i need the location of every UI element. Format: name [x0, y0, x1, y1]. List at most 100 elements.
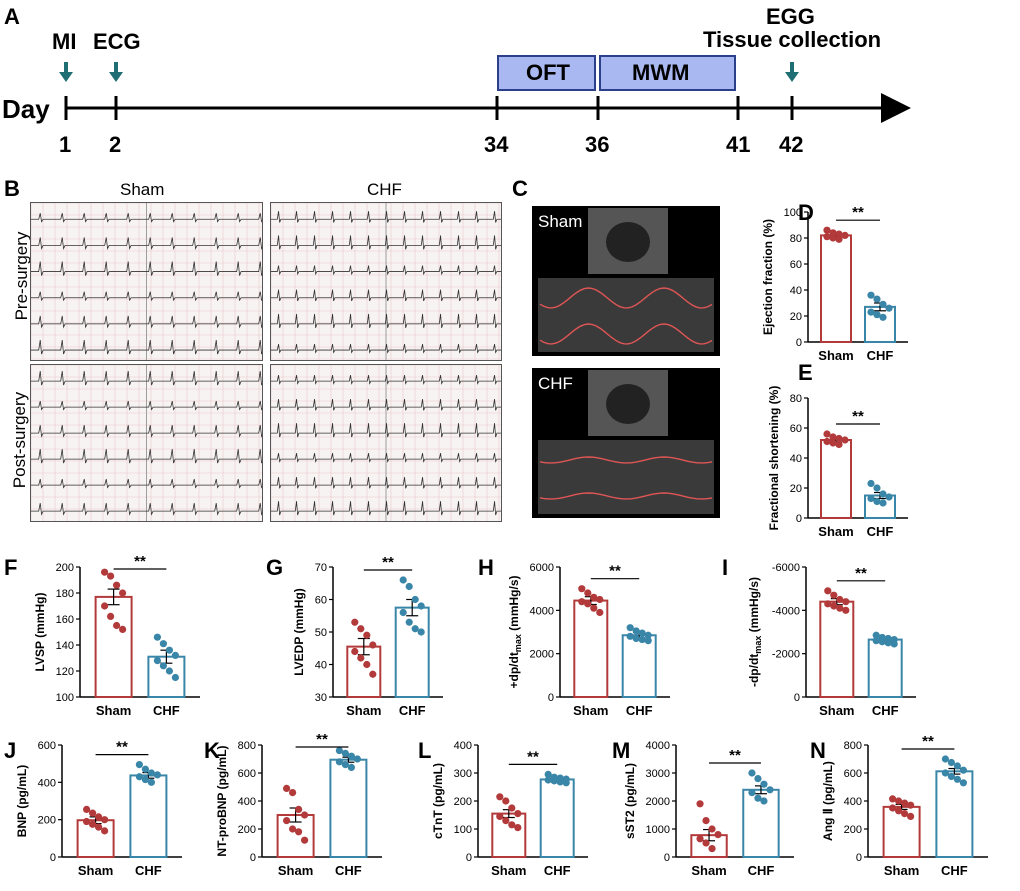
y-tick-label: 140 [56, 640, 74, 652]
data-point [824, 600, 832, 608]
y-tick-label: 800 [844, 740, 862, 752]
data-point [347, 763, 355, 772]
tick-label: 1 [59, 132, 72, 157]
data-point [959, 779, 968, 787]
y-tick-label: 60 [790, 259, 802, 271]
y-tick-label: 0 [250, 852, 256, 864]
data-point [141, 775, 149, 784]
data-point [496, 812, 504, 821]
ecg-waveform [271, 399, 501, 411]
data-point [907, 801, 915, 809]
y-tick-label: 100 [56, 692, 74, 704]
ecg-waveform [31, 237, 262, 251]
tick-label: 34 [484, 132, 509, 157]
data-point [823, 226, 831, 234]
chart-f: F 100 120 140 160 180 200 LVSP (mmHg) Sham CHF ** [4, 553, 200, 718]
data-point [748, 789, 756, 797]
data-point [953, 762, 962, 770]
tick-label: 42 [779, 132, 804, 157]
data-point [696, 800, 704, 808]
data-point [638, 629, 646, 637]
data-point [879, 300, 887, 308]
data-point [841, 436, 849, 444]
data-point [873, 497, 881, 506]
ecg-waveform [271, 423, 501, 438]
ecg-waveform [31, 339, 262, 355]
ecg-waveform [271, 235, 501, 250]
y-tick-label: 100 [454, 824, 472, 836]
bar-chf [329, 758, 368, 859]
y-tick-label: 600 [38, 740, 56, 752]
data-point [514, 824, 522, 832]
ecg-waveform [271, 289, 501, 302]
data-point [357, 654, 365, 662]
data-point [959, 766, 968, 774]
data-point [760, 797, 768, 805]
ecg-trace-chf-pre [270, 202, 502, 361]
significance-label: ** [729, 747, 741, 764]
data-point [289, 789, 297, 797]
chart-m: M 0 1000 2000 3000 4000 sST2 (pg/mL) Sham CHF ** [612, 738, 794, 878]
data-point [836, 604, 844, 612]
data-point [696, 835, 704, 843]
y-tick-label: 400 [38, 777, 56, 789]
chart-n: N 0 200 400 600 800 Ang Ⅱ (pg/mL) Sham CHF ** [810, 733, 988, 878]
echo-label-chf: CHF [538, 374, 573, 393]
data-point [947, 758, 956, 767]
event-label-tissue: Tissue collection [703, 27, 882, 52]
data-point [835, 235, 843, 243]
data-point [895, 807, 903, 815]
panel-label-g: G [266, 555, 283, 580]
data-point [835, 230, 843, 238]
data-point [113, 581, 121, 589]
y-tick-label: -6000 [772, 562, 800, 574]
category-label: CHF [335, 863, 362, 878]
data-point [879, 490, 887, 498]
data-point [829, 439, 837, 447]
significance-label: ** [134, 553, 146, 570]
data-point [867, 308, 875, 316]
y-tick-label: 160 [56, 614, 74, 626]
ecg-waveform [31, 425, 262, 438]
y-tick-label: 20 [790, 311, 802, 323]
data-point [879, 499, 887, 507]
significance-label: ** [527, 748, 539, 765]
category-label: CHF [941, 863, 968, 878]
y-tick-label: 80 [790, 393, 802, 405]
data-point [147, 769, 155, 777]
panel-label-j: J [4, 738, 16, 763]
ecg-waveform [31, 315, 262, 329]
y-axis-label: NT-proBNP (pg/mL) [215, 745, 229, 856]
data-point [907, 812, 915, 821]
category-label: CHF [135, 863, 162, 878]
data-point [153, 771, 161, 779]
data-point [301, 836, 309, 844]
category-label: Sham [818, 524, 853, 539]
data-point [544, 776, 552, 784]
data-point [878, 638, 886, 646]
y-tick-label: 0 [796, 513, 802, 525]
data-point [829, 234, 837, 242]
ecg-trace-sham-post [30, 364, 263, 522]
category-label: CHF [153, 703, 180, 718]
y-axis-label: sST2 (pg/mL) [623, 763, 637, 839]
y-tick-label: 3000 [646, 768, 670, 780]
y-tick-label: 70 [315, 562, 327, 574]
y-tick-label: -4000 [772, 605, 800, 617]
y-axis-label: -dp/dtmax (mmHg/s) [747, 577, 763, 687]
bar-sham [94, 595, 133, 699]
data-point [301, 811, 309, 819]
data-point [644, 631, 652, 639]
category-label: Sham [96, 703, 131, 718]
significance-label: ** [116, 739, 128, 756]
ecg-grid [271, 365, 501, 521]
data-point [748, 769, 756, 777]
data-point [873, 484, 881, 492]
category-label: CHF [544, 863, 571, 878]
ecg-waveform [31, 291, 262, 302]
panel-label-e: E [798, 360, 813, 385]
y-tick-label: 60 [315, 595, 327, 607]
panel-label-k: K [204, 738, 220, 763]
